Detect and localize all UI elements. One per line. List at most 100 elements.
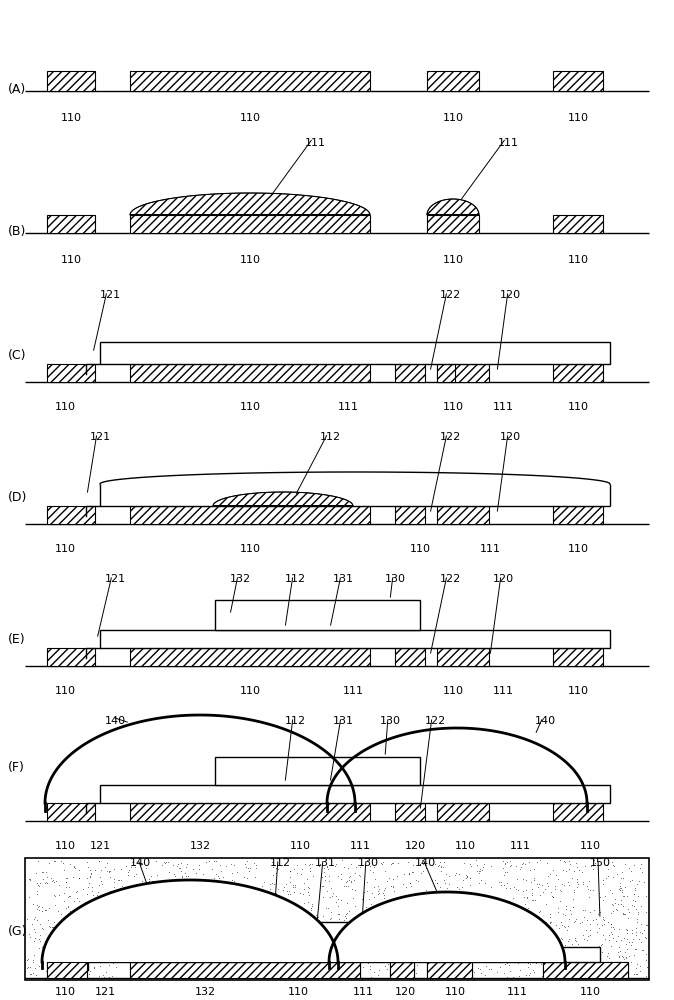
Point xyxy=(598,892,609,908)
Bar xyxy=(100,947,600,962)
Text: 140: 140 xyxy=(534,716,555,726)
Point xyxy=(336,871,346,887)
Point xyxy=(160,921,171,937)
Point xyxy=(273,888,284,904)
Point xyxy=(518,938,529,954)
Point xyxy=(256,878,267,894)
Point xyxy=(632,966,642,982)
Point xyxy=(211,853,222,869)
Point xyxy=(343,953,354,969)
Point xyxy=(361,902,371,918)
Point xyxy=(205,969,216,985)
Point xyxy=(208,853,219,869)
Point xyxy=(559,918,570,934)
Point xyxy=(438,916,449,932)
Point xyxy=(404,875,415,891)
Bar xyxy=(543,962,628,978)
Point xyxy=(545,914,556,930)
Point xyxy=(64,903,75,919)
Point xyxy=(39,935,50,951)
Point xyxy=(117,923,128,939)
Point xyxy=(529,872,540,888)
Point xyxy=(129,925,140,941)
Point xyxy=(196,922,207,938)
Point xyxy=(258,887,269,903)
Point xyxy=(346,874,357,890)
Point xyxy=(375,944,386,960)
Point xyxy=(104,883,115,899)
Point xyxy=(121,910,132,926)
Point xyxy=(220,858,231,874)
Point xyxy=(551,917,561,933)
Point xyxy=(346,956,357,972)
Point xyxy=(476,872,487,888)
Point xyxy=(102,911,113,927)
Point xyxy=(198,956,209,972)
Point xyxy=(510,858,521,874)
Point xyxy=(631,927,642,943)
Point xyxy=(305,970,315,986)
Point xyxy=(148,884,158,900)
Point xyxy=(369,879,380,895)
Point xyxy=(449,933,460,949)
Point xyxy=(253,898,264,914)
Point xyxy=(123,919,133,935)
Point xyxy=(412,903,423,919)
Point xyxy=(433,942,444,958)
Point xyxy=(474,861,485,877)
Point xyxy=(633,904,644,920)
Point xyxy=(340,910,351,926)
Point xyxy=(394,966,405,982)
Point xyxy=(632,911,642,927)
Bar xyxy=(437,506,489,524)
Text: 111: 111 xyxy=(338,402,359,412)
Point xyxy=(539,924,550,940)
Point xyxy=(526,912,537,928)
Point xyxy=(169,890,180,906)
Point xyxy=(584,916,595,932)
Point xyxy=(305,856,315,872)
Point xyxy=(487,906,497,922)
Point xyxy=(388,878,399,894)
Point xyxy=(614,875,625,891)
Point xyxy=(405,930,416,946)
Point xyxy=(479,875,490,891)
Point xyxy=(131,876,142,892)
Point xyxy=(280,891,290,907)
Point xyxy=(399,866,410,882)
Point xyxy=(458,855,469,871)
Text: 111: 111 xyxy=(305,138,326,148)
Point xyxy=(352,924,363,940)
Point xyxy=(619,966,630,982)
Bar xyxy=(130,364,370,382)
Point xyxy=(73,898,84,914)
Point xyxy=(250,857,261,873)
Text: 130: 130 xyxy=(379,716,400,726)
Point xyxy=(536,914,547,930)
Point xyxy=(451,932,462,948)
Point xyxy=(499,935,510,951)
Point xyxy=(255,924,266,940)
Bar xyxy=(390,962,414,978)
Point xyxy=(442,943,453,959)
Point xyxy=(32,877,43,893)
Point xyxy=(601,870,611,886)
Point xyxy=(288,884,299,900)
Point xyxy=(63,889,73,905)
Point xyxy=(589,902,600,918)
Point xyxy=(34,940,45,956)
Point xyxy=(289,905,300,921)
Point xyxy=(119,909,129,925)
Point xyxy=(388,871,398,887)
Point xyxy=(622,922,633,938)
Point xyxy=(306,935,317,951)
Point xyxy=(343,903,354,919)
Point xyxy=(512,882,523,898)
Point xyxy=(410,921,421,937)
Point xyxy=(181,868,191,884)
Point xyxy=(582,928,593,944)
Point xyxy=(388,855,399,871)
Point xyxy=(532,879,543,895)
Text: 120: 120 xyxy=(499,290,520,300)
Point xyxy=(197,947,208,963)
